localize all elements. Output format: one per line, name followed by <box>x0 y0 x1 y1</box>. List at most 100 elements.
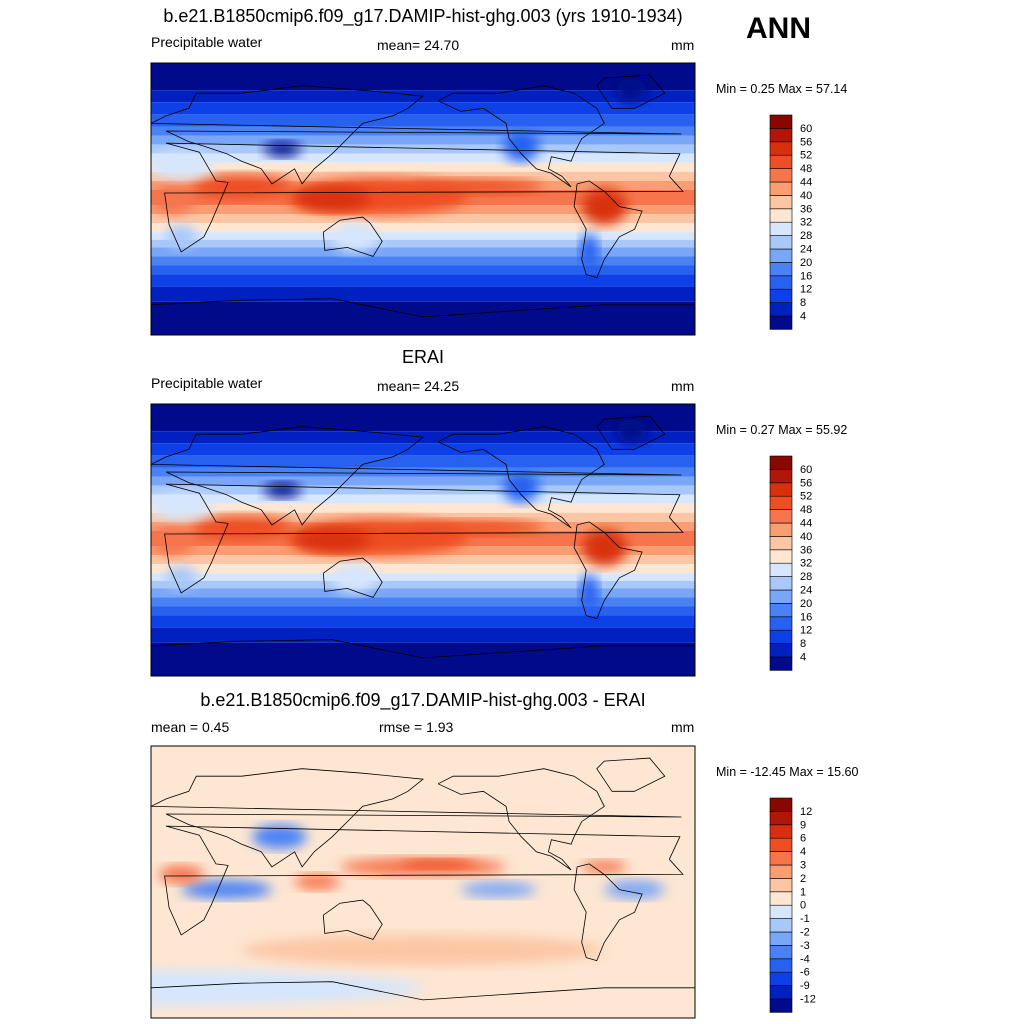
colorbar-diff-swatch <box>769 811 793 826</box>
field-band <box>151 256 695 266</box>
colorbar-test-tick-label: 36 <box>800 203 812 215</box>
season-label: ANN <box>746 12 811 45</box>
colorbar-erai-tick-label: 16 <box>800 611 812 623</box>
field-feature <box>151 969 423 1006</box>
colorbar-erai-tick-label: 40 <box>800 531 812 543</box>
colorbar-test-tick-label: 60 <box>800 123 812 135</box>
field-feature <box>616 78 647 103</box>
colorbar-test-tick-label: 48 <box>800 163 812 175</box>
field-band <box>151 494 695 504</box>
field-feature <box>264 482 301 498</box>
colorbar-test-swatch <box>769 168 793 183</box>
field-feature <box>581 860 627 873</box>
field-band <box>151 301 695 335</box>
field-feature <box>580 233 599 271</box>
colorbar-diff-tick-label: -2 <box>800 927 810 939</box>
coastline <box>437 426 605 529</box>
coastline <box>151 981 695 1001</box>
coastline <box>573 863 643 962</box>
field-feature <box>407 179 544 195</box>
coastline <box>151 426 682 526</box>
field-feature <box>264 141 301 157</box>
colorbar-test-tick-label: 28 <box>800 230 812 242</box>
map-panel-diff <box>151 746 695 1018</box>
colorbar-diff-swatch <box>769 797 793 812</box>
field-feature <box>181 880 272 899</box>
field-band <box>151 214 695 224</box>
colorbar-erai-swatch <box>769 643 793 658</box>
colorbar-diff-tick-label: -4 <box>800 953 810 965</box>
field-feature <box>407 520 544 536</box>
panel-3-rmse: rmse = 1.93 <box>379 719 454 735</box>
colorbar-test-tick-label: 20 <box>800 257 812 269</box>
colorbar-erai-swatch <box>769 522 793 537</box>
field-band <box>151 223 695 233</box>
colorbar-test-tick-label: 44 <box>800 177 812 189</box>
colorbar-test-tick-label: 12 <box>800 284 812 296</box>
colorbar-test-swatch <box>769 208 793 223</box>
field-feature <box>151 152 215 180</box>
colorbar-diff-swatch <box>769 824 793 839</box>
colorbar-diff-tick-label: 4 <box>800 846 806 858</box>
colorbar-diff-swatch <box>769 971 793 986</box>
colorbar-diff-swatch <box>769 985 793 1000</box>
colorbar-test-swatch <box>769 235 793 250</box>
field-feature <box>503 131 540 162</box>
panel-3-title: b.e21.B1850cmip6.f09_g17.DAMIP-hist-ghg.… <box>200 690 646 710</box>
colorbar-diff-swatch <box>769 945 793 960</box>
colorbar-erai-tick-label: 28 <box>800 571 812 583</box>
field-band <box>151 63 695 91</box>
field-feature <box>460 882 537 898</box>
panel-3-minmax: Min = -12.45 Max = 15.60 <box>716 765 859 779</box>
colorbar-diff-tick-label: 1 <box>800 886 806 898</box>
colorbar-diff-tick-label: 2 <box>800 873 806 885</box>
colorbar-erai-tick-label: 60 <box>800 464 812 476</box>
panel-2-mean: mean= 24.25 <box>377 378 460 394</box>
field-band <box>151 555 695 565</box>
colorbar-erai-tick-label: 4 <box>800 652 806 664</box>
field-feature <box>152 524 195 556</box>
colorbar-test-tick-label: 56 <box>800 136 812 148</box>
colorbar-diff-swatch <box>769 891 793 906</box>
colorbar-test-tick-label: 8 <box>800 297 806 309</box>
field-feature <box>294 874 340 890</box>
colorbar-diff-tick-label: 12 <box>800 806 812 818</box>
colorbar-erai-swatch <box>769 562 793 577</box>
coastline <box>322 899 383 940</box>
colorbar-test-swatch <box>769 114 793 129</box>
colorbar-diff-tick-label: -6 <box>800 967 810 979</box>
colorbar-erai-swatch <box>769 576 793 591</box>
colorbar-erai-tick-label: 52 <box>800 491 812 503</box>
colorbar-test-swatch <box>769 128 793 143</box>
colorbar-erai-swatch <box>769 536 793 551</box>
field-band <box>151 144 695 154</box>
coastline <box>322 216 383 257</box>
colorbar-erai-tick-label: 20 <box>800 598 812 610</box>
panel-2-minmax: Min = 0.27 Max = 55.92 <box>716 423 848 437</box>
field-feature <box>616 419 647 444</box>
panel-1-left-label: Precipitable water <box>151 34 263 50</box>
colorbar-diff-swatch <box>769 998 793 1013</box>
colorbar-diff-swatch <box>769 958 793 973</box>
map-panel-erai <box>151 404 695 676</box>
field-feature <box>503 472 540 503</box>
panel-1-minmax: Min = 0.25 Max = 57.14 <box>716 82 848 96</box>
colorbar-test-swatch <box>769 141 793 156</box>
field-feature <box>188 515 295 541</box>
field-feature <box>151 493 215 521</box>
field-band <box>151 232 695 240</box>
coastline <box>151 85 682 185</box>
field-band <box>151 627 695 643</box>
field-band <box>151 467 695 477</box>
coastline <box>573 180 643 279</box>
colorbar-diff-tick-label: 3 <box>800 860 806 872</box>
coastline <box>573 521 643 620</box>
colorbar-test-swatch <box>769 221 793 236</box>
colorbar-diff-swatch <box>769 878 793 893</box>
coastline <box>596 757 666 792</box>
colorbar-test-tick-label: 32 <box>800 217 812 229</box>
field-feature <box>581 188 627 225</box>
map-panel-test <box>151 63 695 335</box>
panel-2-title: ERAI <box>401 347 444 367</box>
